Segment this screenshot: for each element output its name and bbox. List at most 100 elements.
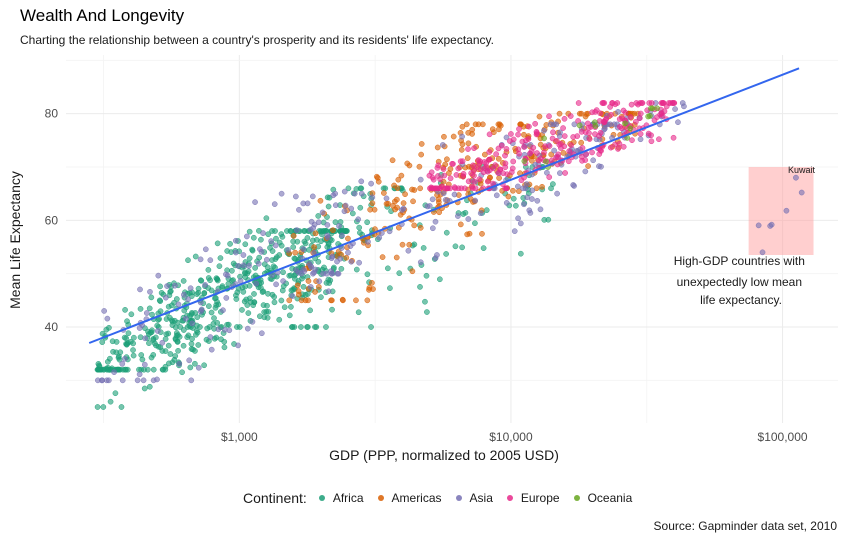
data-point — [192, 348, 198, 354]
chart-subtitle: Charting the relationship between a coun… — [20, 33, 494, 47]
data-point — [423, 272, 430, 279]
data-point — [271, 201, 278, 207]
data-point — [627, 114, 634, 120]
data-point — [406, 162, 413, 169]
data-point — [620, 143, 627, 150]
data-point — [140, 377, 147, 384]
data-point — [146, 340, 152, 347]
data-point — [364, 297, 371, 304]
data-point — [150, 366, 157, 373]
legend: Continent: Africa Americas Asia Europe O… — [243, 488, 646, 508]
data-point — [182, 315, 189, 322]
data-point — [194, 291, 200, 297]
data-point — [358, 178, 365, 185]
data-point — [383, 195, 390, 202]
data-point — [113, 339, 120, 345]
data-point — [106, 355, 113, 362]
data-point — [299, 275, 305, 282]
data-point — [325, 241, 332, 248]
data-point — [437, 276, 443, 283]
data-point — [107, 398, 114, 405]
data-point — [417, 185, 424, 192]
data-point — [597, 129, 604, 136]
data-point — [459, 133, 465, 140]
data-point — [312, 230, 319, 237]
data-point — [596, 163, 602, 170]
data-point — [526, 207, 533, 214]
data-point — [351, 190, 358, 197]
data-point — [607, 144, 614, 151]
data-point — [505, 193, 512, 200]
data-point — [258, 236, 264, 243]
kuwait-point — [793, 174, 799, 181]
data-point — [471, 167, 477, 174]
data-point — [315, 213, 322, 219]
data-point — [206, 324, 213, 330]
data-point — [541, 149, 547, 156]
data-point — [205, 275, 212, 281]
data-point — [332, 202, 339, 209]
data-point — [180, 342, 187, 349]
data-point — [187, 285, 194, 292]
data-point — [122, 307, 128, 313]
data-point — [500, 170, 507, 177]
data-point — [165, 342, 172, 349]
data-point — [550, 181, 556, 187]
data-point — [555, 151, 562, 158]
data-point — [517, 220, 524, 227]
data-point — [220, 307, 226, 314]
data-point — [349, 210, 356, 217]
data-point — [507, 138, 513, 144]
data-point — [637, 110, 644, 117]
data-point — [433, 185, 439, 192]
data-point — [211, 315, 217, 321]
data-point — [307, 307, 313, 314]
data-point — [128, 311, 135, 318]
data-point — [315, 284, 322, 290]
data-point — [521, 144, 527, 150]
data-point — [207, 257, 214, 264]
data-point — [411, 222, 418, 229]
annotation-line-1: High-GDP countries with — [674, 254, 805, 268]
data-point — [544, 169, 550, 176]
data-point — [565, 158, 572, 165]
data-point — [148, 294, 155, 301]
data-point — [280, 269, 286, 276]
data-point — [411, 187, 418, 193]
data-point — [119, 360, 126, 367]
data-point — [244, 302, 251, 308]
y-tick-label: 40 — [45, 320, 59, 334]
data-point — [208, 309, 215, 316]
data-point — [195, 364, 202, 371]
data-point — [603, 115, 610, 122]
data-point — [608, 111, 614, 118]
data-point — [201, 290, 208, 296]
data-point — [675, 119, 681, 126]
data-point — [131, 334, 137, 341]
data-point — [304, 200, 311, 207]
data-point — [435, 173, 441, 179]
data-point — [342, 202, 349, 209]
data-point — [519, 138, 526, 145]
data-point — [261, 309, 268, 315]
data-point — [188, 377, 195, 384]
data-point — [495, 170, 502, 176]
data-point — [100, 404, 107, 410]
data-point — [430, 176, 437, 183]
data-point — [472, 220, 478, 227]
data-point — [476, 160, 483, 166]
data-point — [355, 216, 362, 223]
data-point — [546, 174, 553, 180]
data-point — [459, 123, 466, 130]
data-point — [206, 303, 212, 309]
data-point — [443, 251, 449, 257]
data-point — [273, 235, 279, 242]
data-point — [490, 165, 497, 172]
data-point — [357, 229, 363, 236]
data-point — [197, 256, 204, 263]
data-point — [562, 170, 568, 176]
legend-label: Africa — [332, 491, 364, 505]
data-point — [175, 332, 181, 338]
data-point — [489, 126, 496, 132]
data-point — [185, 257, 191, 264]
